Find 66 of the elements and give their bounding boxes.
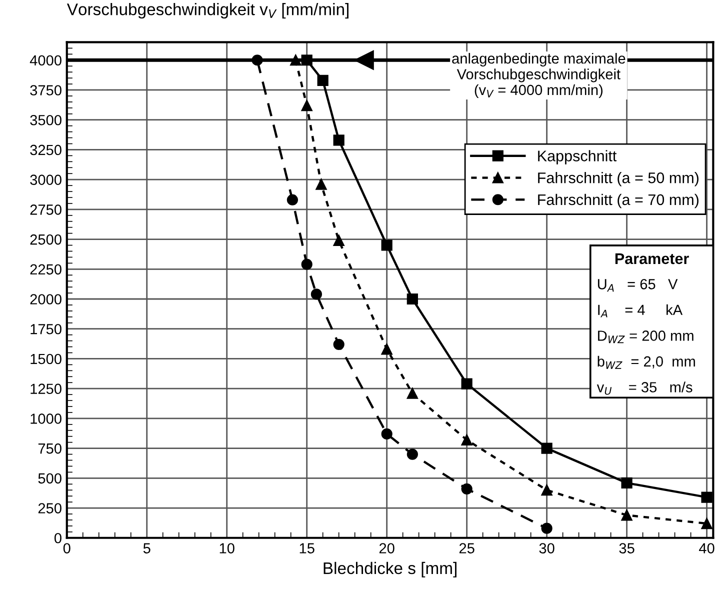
y-tick-label: 2750 (30, 204, 62, 215)
point (406, 448, 418, 460)
point (406, 388, 418, 399)
text: U$_{A}$ = 65 V (598, 279, 678, 292)
x-tick-label: 5 (143, 543, 150, 554)
point (541, 484, 552, 496)
point (333, 234, 344, 246)
y-tick-label: 3500 (30, 114, 62, 126)
y-tick-label: 0 (54, 532, 62, 544)
y-tick-label: 2500 (30, 234, 62, 245)
point (621, 510, 632, 521)
legend-label: Fahrschnitt (a = 50 mm) (538, 172, 698, 186)
x-tick-label: 30 (539, 543, 554, 554)
x-tick-label: 35 (619, 543, 634, 554)
x-tick-label: 10 (220, 543, 234, 554)
ref-line-label: anlagenbedingte maximale Vorschubgeschwindigkeit (v$_{V}$ = 4000 mm/min) (452, 52, 626, 98)
y-axis-title: Vorschubgeschwindigkeit v$_{V}$ [mm/min] (66, 3, 348, 19)
y-tick-label: 250 (38, 503, 62, 514)
point (301, 100, 312, 112)
annotation: Parameter (615, 253, 689, 264)
y-tick-label: 750 (38, 443, 62, 454)
point (701, 518, 712, 530)
point (290, 54, 302, 66)
point (461, 483, 472, 494)
point (621, 477, 632, 488)
y-tick-label: 1500 (30, 354, 62, 364)
legend-label: Fahrschnitt (a = 70 mm) (538, 194, 698, 208)
point (252, 54, 263, 66)
point (381, 240, 392, 251)
annotation: b$_{WZ}$ = 2,0 mm (598, 356, 695, 369)
text: v$_{U}$ = 35 m/s (596, 382, 692, 395)
point (333, 134, 344, 146)
point (310, 288, 322, 300)
point (301, 54, 312, 66)
annotation: D$_{WZ}$ = 200 mm (598, 330, 694, 344)
point (381, 344, 392, 355)
point (701, 492, 712, 503)
point (316, 178, 327, 190)
text: I$_{A}$ = 4 kA (598, 304, 683, 318)
y-tick-label: 2000 (30, 294, 62, 304)
point (301, 258, 312, 270)
point (461, 378, 472, 390)
point (333, 338, 344, 350)
y-tick-label: 3250 (30, 144, 62, 156)
point (317, 74, 328, 86)
y-tick-label: 1750 (30, 324, 62, 334)
y-tick-label: 1250 (30, 384, 62, 394)
legend-label: Kappschnitt (538, 150, 617, 164)
y-tick-label: 1000 (30, 414, 62, 424)
y-tick-label: 4000 (30, 55, 62, 66)
point (541, 442, 552, 454)
point (406, 293, 418, 305)
y-tick-label: 3750 (30, 85, 62, 96)
point (541, 522, 552, 534)
x-tick-label: 40 (699, 543, 714, 554)
y-tick-label: 2250 (30, 264, 62, 275)
point (381, 428, 392, 440)
point (286, 194, 298, 206)
point (461, 434, 472, 446)
y-tick-label: 3000 (30, 174, 62, 185)
x-tick-label: 0 (63, 543, 70, 554)
x-axis-title: Blechdicke s [mm] (324, 562, 456, 578)
y-tick-label: 500 (38, 473, 62, 484)
x-tick-label: 20 (379, 543, 394, 554)
x-tick-label: 15 (300, 543, 314, 554)
x-tick-label: 25 (459, 543, 474, 554)
